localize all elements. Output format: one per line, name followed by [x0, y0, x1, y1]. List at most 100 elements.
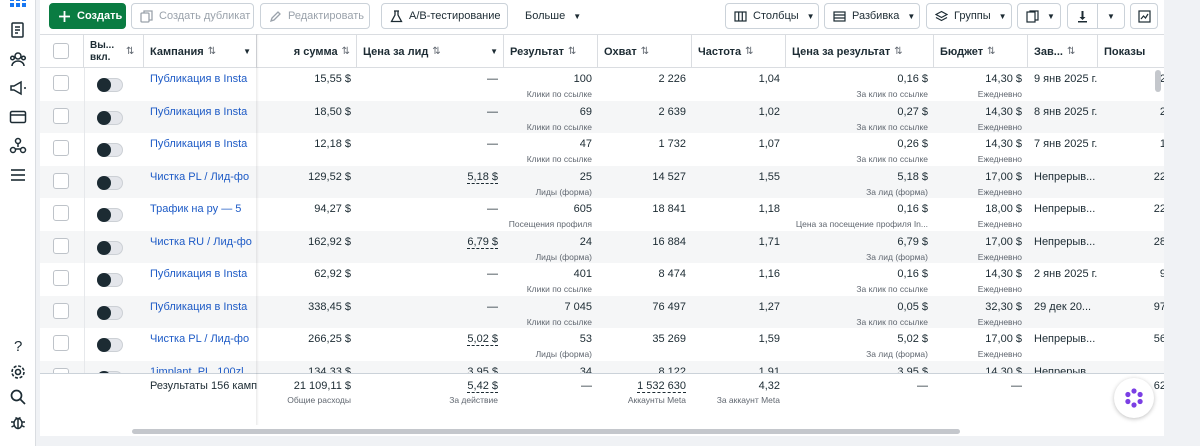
- budget-cell: 14,30 $: [934, 361, 1028, 374]
- cpr-subtext: За клик по ссылке: [856, 284, 928, 294]
- table-row[interactable]: Трафик на ру — 5 94,27 $ — 605 Посещения про…: [40, 198, 1164, 231]
- ends-cell: Непрерыв...: [1028, 361, 1098, 374]
- header-amount-spent[interactable]: я сумма ⇅: [257, 35, 357, 68]
- header-budget-label: Бюджет: [940, 45, 984, 58]
- billing-icon[interactable]: [7, 106, 29, 128]
- horizontal-scrollbar[interactable]: [40, 425, 1164, 436]
- on-off-toggle[interactable]: [97, 338, 123, 352]
- on-off-toggle[interactable]: [97, 143, 123, 157]
- assistant-button[interactable]: [1114, 378, 1154, 418]
- totals-cpl[interactable]: 5,42 $: [467, 380, 498, 393]
- header-budget[interactable]: Бюджет ⇅: [934, 35, 1028, 68]
- row-checkbox[interactable]: [53, 107, 69, 124]
- grid-icon[interactable]: [7, 0, 29, 16]
- row-checkbox[interactable]: [53, 75, 69, 91]
- on-off-toggle[interactable]: [97, 208, 123, 222]
- spent-cell: 18,50 $: [257, 101, 357, 133]
- budget-subtext: Ежедневно: [977, 186, 1022, 197]
- campaign-name-link[interactable]: Публикация в Insta: [150, 73, 248, 85]
- create-button[interactable]: Создать: [49, 3, 126, 29]
- table-row[interactable]: Публикация в Insta 18,50 $ — 69 Клики по ссы…: [40, 100, 1164, 133]
- table-row[interactable]: Чистка PL / Лид-фо 129,52 $ 5,18 $ 25 Лиды (…: [40, 165, 1164, 198]
- header-frequency[interactable]: Частота ⇅: [692, 35, 786, 68]
- impressions-value: 1: [1159, 138, 1164, 150]
- caret-down-icon[interactable]: ▼: [1107, 11, 1115, 21]
- edit-button[interactable]: Редактировать: [260, 3, 370, 29]
- row-checkbox[interactable]: [53, 270, 69, 286]
- campaign-name-link[interactable]: Публикация в Insta: [150, 138, 248, 150]
- header-reach[interactable]: Охват ⇅: [598, 35, 692, 68]
- campaign-name-link[interactable]: Публикация в Insta: [150, 300, 248, 313]
- groups-dropdown[interactable]: Группы ▼: [926, 3, 1012, 29]
- network-icon[interactable]: [7, 135, 29, 157]
- pages-icon[interactable]: [7, 19, 29, 41]
- table-row[interactable]: Публикация в Insta 62,92 $ — 401 Клики по сс…: [40, 263, 1164, 296]
- row-checkbox[interactable]: [53, 140, 69, 156]
- breakdown-dropdown[interactable]: Разбивка ▼: [824, 3, 920, 29]
- flask-icon: [390, 9, 403, 23]
- megaphone-icon[interactable]: [7, 77, 29, 99]
- bug-report-icon[interactable]: [7, 411, 29, 433]
- table-row[interactable]: Публикация в Insta 338,45 $ — 7 045 Клики по…: [40, 295, 1164, 328]
- freq-value: 1,07: [758, 138, 780, 150]
- table-row[interactable]: Чистка RU / Лид-фо 162,92 $ 6,79 $ 24 Лиды (…: [40, 230, 1164, 263]
- header-campaign[interactable]: Кампания ⇅ ▼: [144, 35, 257, 68]
- export-button-group[interactable]: ▼: [1067, 3, 1125, 29]
- edit-label: Редактировать: [288, 10, 364, 22]
- header-cost-per-result[interactable]: Цена за результат ⇅: [786, 35, 934, 68]
- totals-reach[interactable]: 1 532 630: [637, 380, 686, 393]
- download-icon[interactable]: [1068, 4, 1098, 28]
- row-checkbox[interactable]: [53, 302, 69, 319]
- campaign-name-link[interactable]: 1implant_PL_100zl: [150, 365, 244, 374]
- reach-value: 76 497: [652, 300, 686, 313]
- select-all-checkbox[interactable]: [53, 43, 69, 59]
- campaign-name-link[interactable]: Публикация в Insta: [150, 105, 248, 118]
- duplicate-button[interactable]: Создать дубликат: [131, 3, 254, 29]
- campaign-name-link[interactable]: Чистка PL / Лид-фо: [150, 333, 250, 345]
- on-off-toggle[interactable]: [97, 78, 123, 92]
- row-checkbox[interactable]: [53, 335, 69, 351]
- horizontal-scroll-thumb[interactable]: [132, 429, 960, 434]
- cpl-cell: —: [357, 263, 504, 295]
- more-dropdown[interactable]: Больше ▼: [516, 3, 584, 29]
- reach-value: 8 474: [658, 268, 686, 280]
- on-off-toggle[interactable]: [97, 305, 123, 320]
- campaign-name-link[interactable]: Чистка RU / Лид-фо: [150, 235, 252, 248]
- table-row[interactable]: Публикация в Insta 15,55 $ — 100 Клики по сс…: [40, 68, 1164, 101]
- search-icon[interactable]: [7, 386, 29, 408]
- header-ends[interactable]: Зав... ⇅: [1028, 35, 1098, 68]
- table-row[interactable]: Чистка PL / Лид-фо 266,25 $ 5,02 $ 53 Лиды (…: [40, 328, 1164, 361]
- header-onoff[interactable]: Вы... вкл. ⇅: [84, 35, 144, 68]
- row-checkbox[interactable]: [53, 205, 69, 221]
- columns-dropdown[interactable]: Столбцы ▼: [725, 3, 819, 29]
- columns-label: Столбцы: [753, 10, 799, 22]
- on-off-toggle[interactable]: [97, 273, 123, 287]
- header-impressions[interactable]: Показы: [1098, 35, 1164, 68]
- campaign-name-link[interactable]: Публикация в Insta: [150, 268, 248, 280]
- table-row[interactable]: 1implant_PL_100zl 134,33 $ 3,95 $ 34 8 122 1,…: [40, 360, 1164, 374]
- ab-test-button[interactable]: A/B-тестирование: [381, 3, 508, 29]
- on-off-toggle[interactable]: [97, 240, 123, 255]
- on-off-toggle[interactable]: [97, 175, 123, 190]
- columns-icon: [734, 10, 747, 23]
- vertical-scroll-thumb[interactable]: [1155, 70, 1161, 92]
- settings-gear-icon[interactable]: [7, 361, 29, 383]
- row-checkbox[interactable]: [53, 237, 69, 254]
- sort-icon: ⇅: [640, 46, 650, 57]
- sort-icon: ⇅: [1066, 46, 1076, 57]
- caret-down-icon: ▼: [1047, 11, 1055, 21]
- menu-icon[interactable]: [7, 164, 29, 186]
- campaign-name-link[interactable]: Трафик на ру — 5: [150, 203, 242, 215]
- campaign-name-link[interactable]: Чистка PL / Лид-фо: [150, 170, 250, 183]
- report-dropdown[interactable]: ▼: [1017, 3, 1061, 29]
- budget-value: 17,00 $: [985, 170, 1022, 183]
- charts-button[interactable]: [1130, 3, 1158, 29]
- on-off-toggle[interactable]: [97, 110, 123, 125]
- table-row[interactable]: Публикация в Insta 12,18 $ — 47 Клики по ссы…: [40, 133, 1164, 166]
- help-icon[interactable]: ?: [7, 334, 29, 356]
- row-checkbox[interactable]: [53, 172, 69, 189]
- header-cost-per-lead[interactable]: Цена за лид ⇅ ▼: [357, 35, 504, 68]
- header-result[interactable]: Результат ⇅: [504, 35, 598, 68]
- row-checkbox[interactable]: [53, 367, 69, 373]
- audience-icon[interactable]: [7, 48, 29, 70]
